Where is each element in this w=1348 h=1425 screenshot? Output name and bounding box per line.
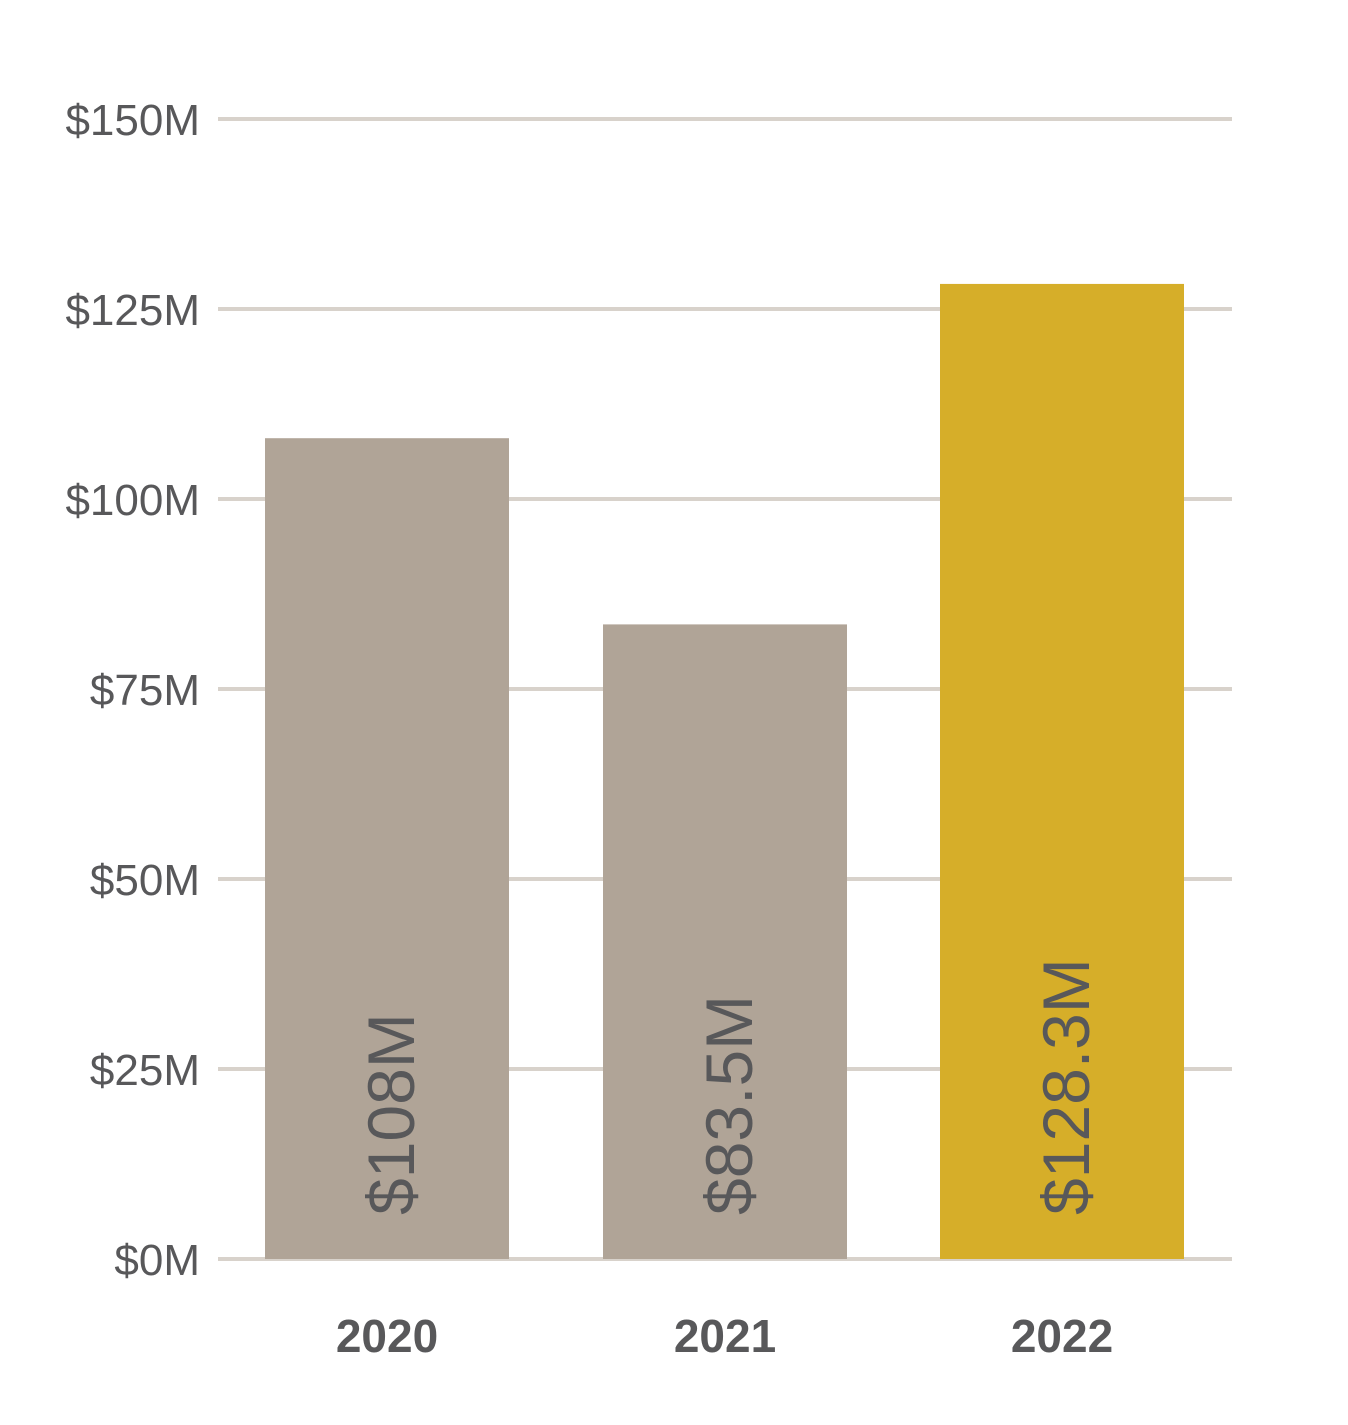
y-tick-label: $125M xyxy=(65,286,200,335)
bar-value-label: $83.5M xyxy=(692,995,766,1215)
x-tick-label: 2022 xyxy=(1011,1310,1113,1362)
y-tick-label: $100M xyxy=(65,476,200,525)
y-tick-label: $50M xyxy=(90,856,200,905)
y-tick-label: $75M xyxy=(90,666,200,715)
x-tick-label: 2020 xyxy=(336,1310,438,1362)
y-tick-label: $0M xyxy=(114,1236,200,1285)
bar-2021 xyxy=(603,624,847,1259)
bar-2022 xyxy=(940,283,1184,1259)
x-tick-label: 2021 xyxy=(674,1310,776,1362)
y-tick-label: $25M xyxy=(90,1046,200,1095)
bar-value-label: $128.3M xyxy=(1029,958,1103,1215)
x-axis: 2020 2021 2022 xyxy=(336,1310,1113,1362)
data-labels: $108M $83.5M $128.3M xyxy=(354,958,1103,1215)
bar-2020 xyxy=(265,438,509,1259)
y-axis: $0M $25M $50M $75M $100M $125M $150M xyxy=(65,96,200,1285)
y-tick-label: $150M xyxy=(65,96,200,145)
bar-value-label: $108M xyxy=(354,1013,428,1215)
bars xyxy=(265,283,1184,1259)
